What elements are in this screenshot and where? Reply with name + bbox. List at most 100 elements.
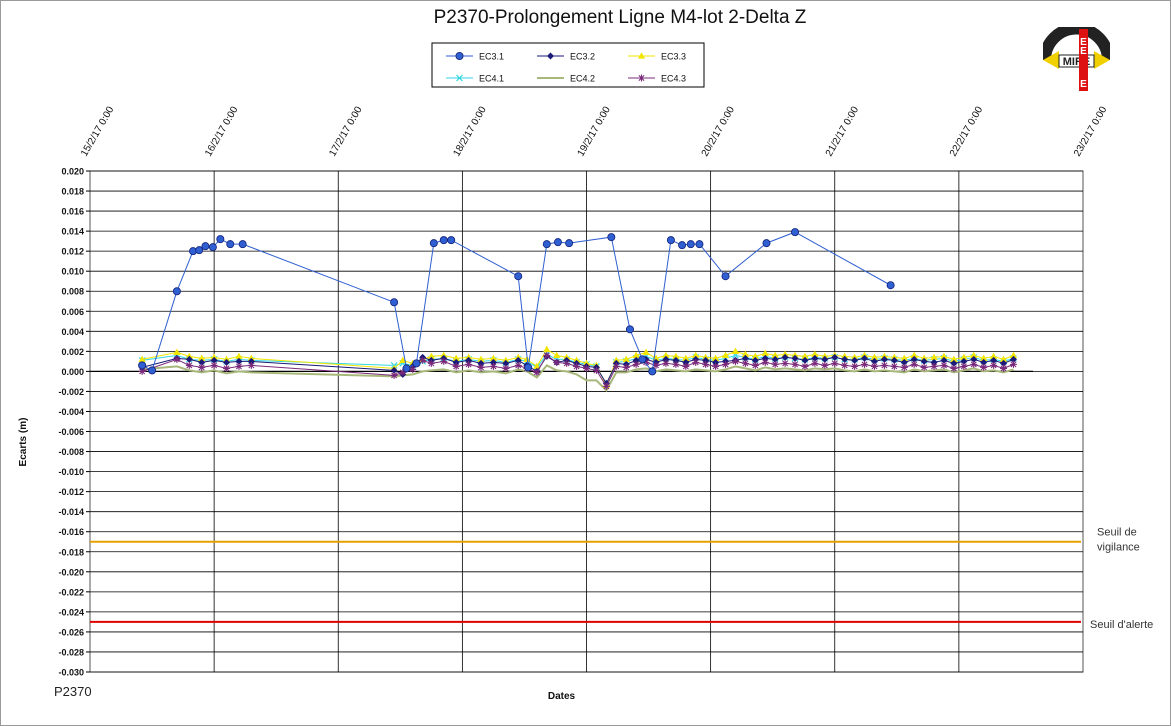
data-point (440, 351, 448, 358)
data-point (565, 239, 574, 248)
data-point (990, 356, 998, 364)
data-point (185, 361, 193, 369)
data-point (910, 360, 918, 368)
x-axis-label: Dates (548, 691, 576, 702)
x-tick-label: 19/2/17 0:00 (576, 104, 614, 158)
logo-letter: E (1080, 46, 1087, 57)
data-point (226, 240, 235, 249)
y-tick-label: -0.024 (58, 607, 84, 617)
data-point (429, 239, 438, 248)
data-point (563, 353, 571, 360)
data-point (870, 362, 878, 370)
data-point (741, 359, 749, 367)
legend-label: EC3.1 (479, 52, 504, 62)
data-point (447, 236, 456, 245)
data-point (920, 357, 928, 365)
data-point (950, 364, 958, 372)
data-point (980, 358, 988, 366)
data-point (851, 353, 859, 360)
data-point (622, 355, 630, 362)
data-point (940, 352, 948, 359)
y-axis-label: Ecarts (m) (18, 418, 29, 467)
data-point (920, 354, 928, 361)
chart-title: P2370-Prolongement Ligne M4-lot 2-Delta … (433, 7, 807, 28)
data-point (477, 363, 485, 371)
data-point (662, 359, 670, 367)
data-point (999, 355, 1008, 362)
x-tick-label: 22/2/17 0:00 (948, 104, 986, 158)
x-tick-label: 17/2/17 0:00 (327, 104, 365, 158)
data-point (210, 356, 218, 364)
data-point (821, 352, 829, 359)
data-point (489, 362, 497, 370)
data-point (399, 356, 407, 363)
data-point (721, 351, 730, 358)
data-point (542, 240, 551, 249)
series-line (142, 353, 1014, 386)
data-point (185, 355, 193, 363)
data-point (851, 356, 859, 364)
x-tick-label: 16/2/17 0:00 (203, 104, 241, 158)
data-point (712, 362, 720, 370)
data-point (980, 363, 988, 371)
data-point (678, 241, 687, 250)
y-tick-label: -0.016 (58, 527, 84, 537)
data-point (172, 287, 181, 296)
data-point (970, 351, 978, 358)
data-point (514, 356, 522, 364)
data-point (223, 358, 231, 366)
data-point (990, 361, 998, 369)
legend-label: EC3.3 (661, 52, 686, 62)
data-point (648, 367, 657, 376)
data-point (860, 351, 869, 358)
data-point (900, 363, 908, 371)
data-point (427, 359, 435, 367)
mire-logo: MIRE E E E (1043, 27, 1110, 93)
data-point (502, 356, 510, 363)
data-point (731, 357, 739, 365)
data-point (682, 362, 690, 370)
data-point (452, 354, 460, 361)
data-point (464, 353, 473, 360)
data-point (477, 355, 485, 362)
data-point (223, 364, 231, 372)
data-point (771, 360, 779, 368)
data-point (801, 356, 809, 364)
y-tick-label: -0.008 (58, 447, 84, 457)
x-tick-label: 23/2/17 0:00 (1072, 104, 1110, 158)
data-point (841, 352, 849, 359)
series-EC4-2 (142, 364, 1014, 393)
data-point (870, 353, 879, 360)
legend-item: EC4.3 (628, 74, 686, 84)
data-point (198, 354, 206, 361)
data-point (638, 74, 645, 82)
data-point (821, 355, 829, 363)
data-point (138, 355, 146, 362)
data-point (409, 365, 417, 373)
data-point (672, 360, 680, 368)
data-point (811, 350, 819, 357)
data-point (880, 355, 888, 363)
data-point (811, 359, 819, 367)
data-point (455, 52, 464, 61)
legend: EC3.1 EC3.2 EC3.3 EC4.1 EC4.2 EC4.3 (431, 42, 705, 88)
data-point (238, 240, 247, 249)
legend-label: EC4.1 (479, 74, 504, 84)
data-point (731, 347, 740, 354)
data-point (216, 235, 225, 244)
data-point (980, 354, 988, 361)
y-tick-label: 0.014 (61, 227, 84, 237)
data-point (235, 357, 243, 365)
data-point (412, 359, 421, 368)
data-point (682, 354, 690, 361)
data-point (440, 357, 448, 365)
y-tick-label: 0.018 (61, 187, 84, 197)
data-point (195, 246, 204, 255)
data-point (201, 242, 210, 251)
data-point (247, 354, 255, 361)
data-point (148, 366, 157, 375)
data-point (851, 362, 859, 370)
data-point (439, 236, 448, 245)
data-point (771, 355, 779, 363)
data-point (771, 351, 779, 358)
